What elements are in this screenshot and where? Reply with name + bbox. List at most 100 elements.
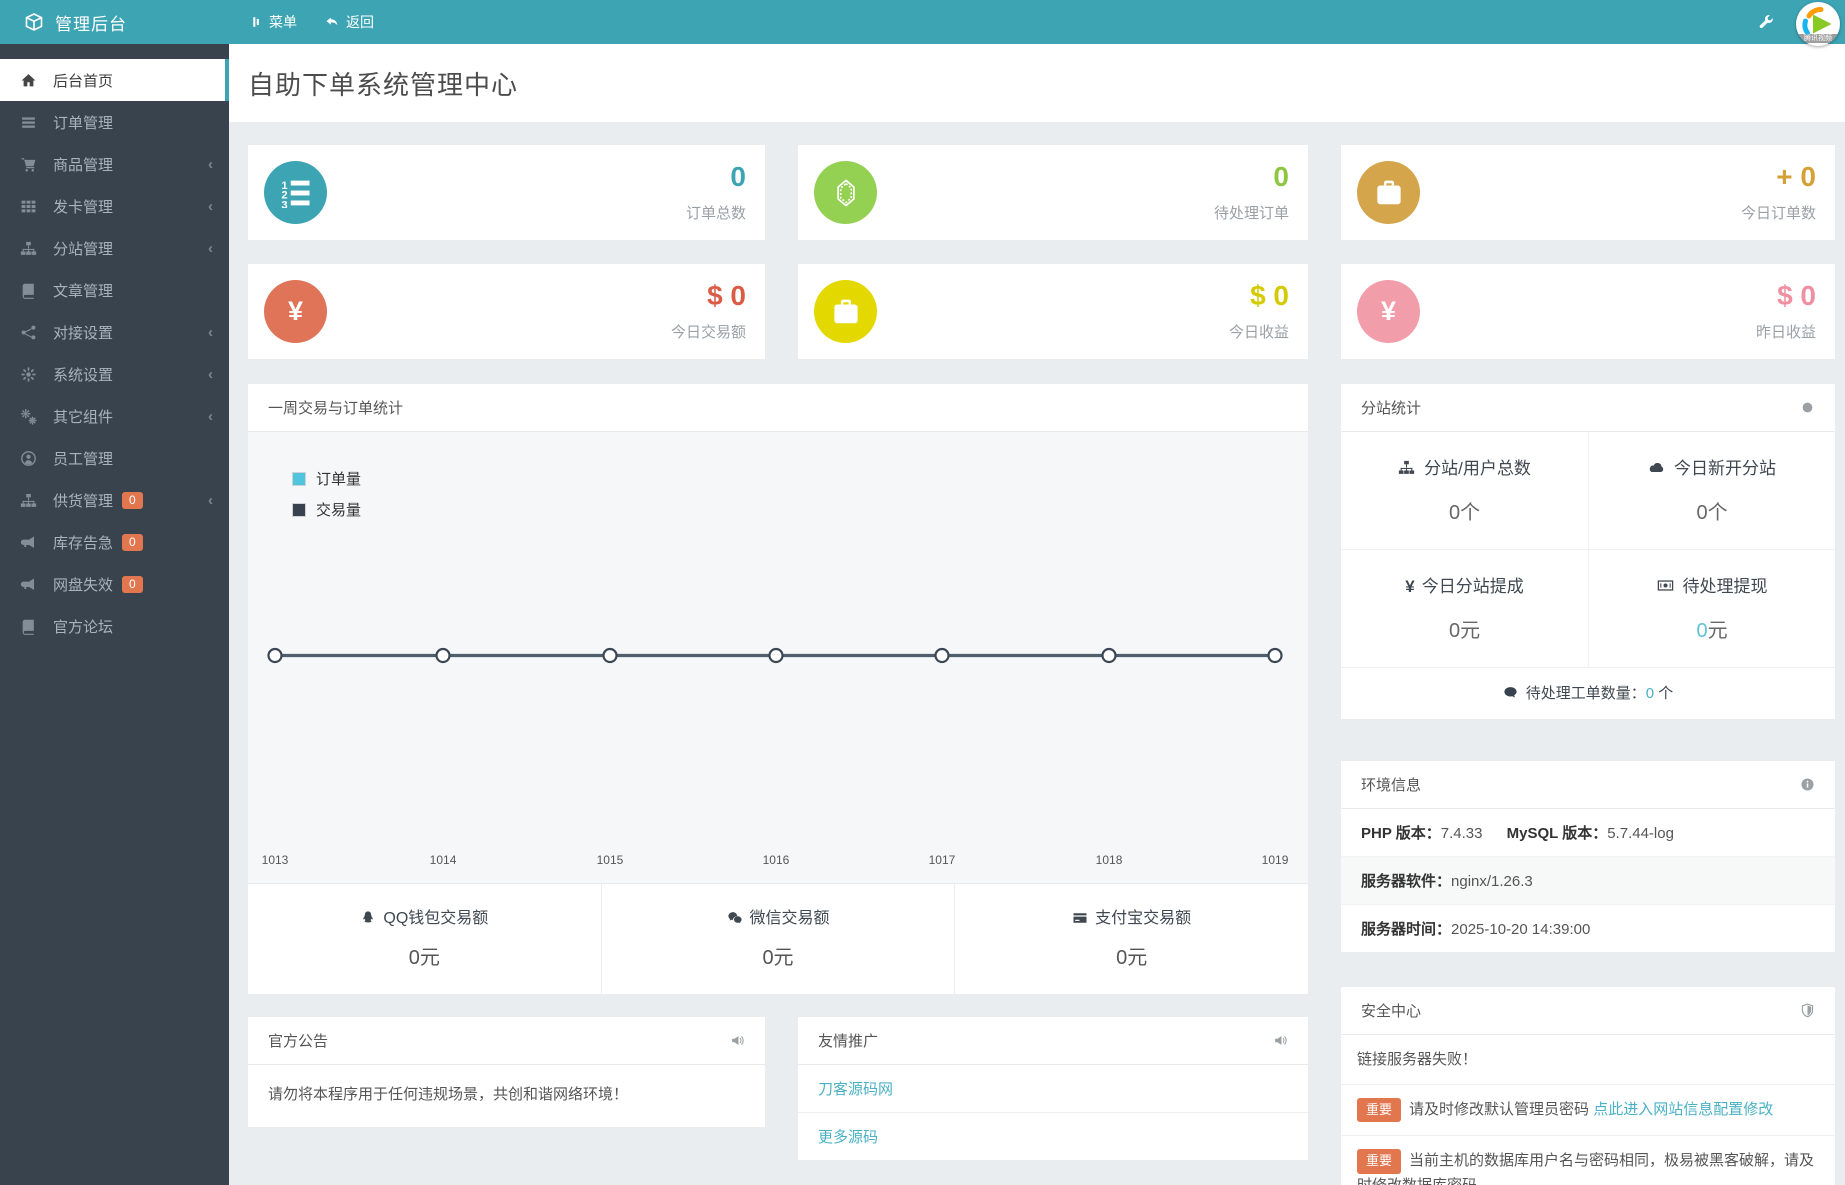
credit-card-icon [1072, 910, 1095, 927]
info-icon [1800, 777, 1815, 792]
svg-text:1: 1 [281, 179, 287, 191]
sidebar-item-integration[interactable]: 对接设置 ‹ [0, 311, 229, 353]
important-badge: 重要 [1357, 1098, 1402, 1123]
pending-tickets-label: 待处理工单数量： [1525, 685, 1646, 702]
gear-icon [20, 366, 38, 383]
grid-icon [20, 198, 38, 215]
sidebar-item-articles[interactable]: 文章管理 [0, 269, 229, 311]
back-button[interactable]: 返回 [325, 12, 374, 32]
wrench-icon [1758, 14, 1774, 30]
app-title: 管理后台 [55, 14, 127, 34]
sidebar-item-substations[interactable]: 分站管理 ‹ [0, 227, 229, 269]
briefcase-icon [814, 280, 877, 343]
alipay-stat: 支付宝交易额 0元 [954, 884, 1308, 994]
pay-stat-label: QQ钱包交易额 [383, 910, 489, 927]
comment-icon [1503, 685, 1526, 702]
stat-label: 待处理订单 [1213, 204, 1289, 222]
promo-link-daoke[interactable]: 刀客源码网 [818, 1081, 894, 1098]
cell-value: 0元 [1696, 620, 1728, 642]
qq-wallet-stat: QQ钱包交易额 0元 [248, 884, 601, 994]
substation-commission-cell: ¥ 今日分站提成 0元 [1341, 550, 1588, 668]
stat-label: 今日订单数 [1740, 204, 1816, 222]
substation-title: 分站统计 [1361, 400, 1422, 417]
circle-icon [1800, 400, 1815, 415]
promo-link-more[interactable]: 更多源码 [798, 1112, 1308, 1160]
sidebar-item-staff[interactable]: 员工管理 [0, 437, 229, 479]
sidebar-item-orders[interactable]: 订单管理 [0, 101, 229, 143]
env-row-server-software: 服务器软件：nginx/1.26.3 [1341, 856, 1835, 904]
legend-item-trades[interactable]: 交易量 [292, 499, 361, 520]
menu-toggle-label: 菜单 [269, 14, 297, 30]
weekly-chart-panel: 一周交易与订单统计 [248, 384, 1308, 994]
stat-value: 0 [730, 160, 746, 192]
count-badge: 0 [122, 533, 143, 551]
env-row-server-time: 服务器时间：2025-10-20 14:39:00 [1341, 904, 1835, 952]
bullhorn-icon [20, 576, 38, 593]
stat-card-pending-orders: 0 待处理订单 [798, 145, 1308, 240]
sidebar-item-official-forum[interactable]: 官方论坛 [0, 605, 229, 647]
svg-text:3: 3 [281, 199, 287, 208]
sidebar-item-system-settings[interactable]: 系统设置 ‹ [0, 353, 229, 395]
stat-label: 订单总数 [685, 204, 746, 222]
chart-plot [267, 647, 1283, 664]
stat-value: $ 0 [1250, 279, 1289, 311]
chevron-left-icon: ‹ [208, 365, 213, 383]
x-tick: 1016 [762, 853, 790, 867]
environment-panel: 环境信息 PHP 版本：7.4.33 MySQL 版本：5.7.44-log 服… [1341, 761, 1835, 952]
speaker-icon [1273, 1033, 1288, 1048]
chevron-left-icon: ‹ [208, 323, 213, 341]
legend-label: 交易量 [316, 502, 362, 519]
settings-wrench-button[interactable] [1758, 0, 1774, 44]
stat-value: 0 [1273, 160, 1289, 192]
security-row-admin-password: 重要 请及时修改默认管理员密码 点此进入网站信息配置修改 [1341, 1084, 1835, 1135]
count-badge: 0 [122, 491, 143, 509]
chart-panel-title: 一周交易与订单统计 [268, 400, 404, 417]
briefcase-icon [1357, 161, 1420, 224]
sidebar-item-card-issuing[interactable]: 发卡管理 ‹ [0, 185, 229, 227]
announcement-body: 请勿将本程序用于任何违规场景，共创和谐网络环境！ [268, 1086, 629, 1103]
gem-icon [814, 161, 877, 224]
legend-item-orders[interactable]: 订单量 [292, 468, 361, 489]
top-navbar: 管理后台 菜单 返回 腾讯视频 [0, 0, 1845, 46]
pending-tickets-row: 待处理工单数量：0 个 [1341, 668, 1835, 719]
sidebar-item-dashboard[interactable]: 后台首页 [0, 59, 229, 101]
sidebar-item-products[interactable]: 商品管理 ‹ [0, 143, 229, 185]
reply-arrow-icon [325, 15, 346, 29]
substation-stats-panel: 分站统计 分站/用户总数 0个 今日新开分站 0个 ¥ 今日分 [1341, 384, 1835, 719]
corner-brand-logo[interactable]: 腾讯视频 [1796, 2, 1840, 48]
stat-label: 昨日收益 [1755, 323, 1816, 341]
home-icon [20, 72, 38, 89]
chart-legend: 订单量 交易量 [292, 468, 361, 530]
sidebar-item-components[interactable]: 其它组件 ‹ [0, 395, 229, 437]
shield-icon [1800, 1003, 1815, 1018]
sitemap-icon [20, 240, 38, 257]
config-edit-link[interactable]: 点此进入网站信息配置修改 [1593, 1101, 1774, 1119]
menu-toggle-button[interactable]: 菜单 [248, 12, 297, 32]
gears-icon [20, 408, 38, 425]
sidebar-item-label: 网盘失效 [53, 576, 114, 594]
stat-card-today-orders: + 0 今日订单数 [1341, 145, 1835, 240]
x-tick: 1013 [261, 853, 289, 867]
security-panel: 安全中心 链接服务器失败！ 重要 请及时修改默认管理员密码 点此进入网站信息配置修… [1341, 987, 1835, 1185]
sidebar-item-stock-alert[interactable]: 库存告急 0 [0, 521, 229, 563]
sidebar-item-netdisk-invalid[interactable]: 网盘失效 0 [0, 563, 229, 605]
cell-label: 今日新开分站 [1674, 459, 1776, 478]
yen-icon: ¥ [1405, 577, 1415, 596]
app-brand[interactable]: 管理后台 [0, 0, 229, 44]
stat-value: $ 0 [1777, 279, 1816, 311]
page-title: 自助下单系统管理中心 [248, 69, 519, 100]
substation-new-today-cell: 今日新开分站 0个 [1588, 432, 1835, 550]
sidebar-item-label: 分站管理 [53, 240, 114, 258]
sidebar-item-label: 发卡管理 [53, 198, 114, 216]
yen-icon: ¥ [1357, 280, 1420, 343]
x-tick: 1019 [1261, 853, 1289, 867]
sidebar-item-supply[interactable]: 供货管理 0 ‹ [0, 479, 229, 521]
sidebar-item-label: 官方论坛 [53, 618, 114, 636]
stat-value: + 0 [1776, 160, 1816, 192]
legend-swatch-trades [292, 502, 306, 517]
wechat-stat: 微信交易额 0元 [600, 884, 955, 994]
sidebar-item-label: 库存告急 [53, 534, 114, 552]
